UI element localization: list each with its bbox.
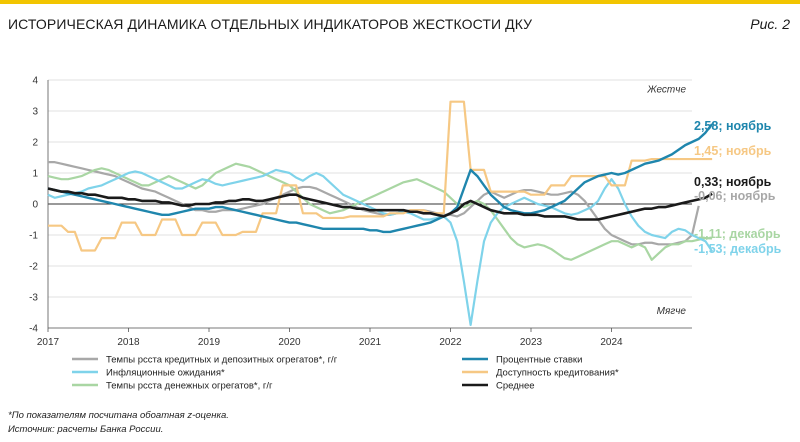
annotation-tighter: Жестче [646, 84, 686, 95]
source-note: Источник: расчеты Банка России. [8, 424, 164, 435]
x-tick-label: 2017 [37, 337, 60, 348]
legend-label: Процентные ставки [496, 355, 582, 366]
y-tick-label: 2 [32, 138, 38, 149]
legend-label: Инфляционные ожидания* [106, 368, 225, 379]
y-tick-label: 4 [32, 76, 38, 87]
x-tick-label: 2021 [359, 337, 382, 348]
series-line [47, 168, 714, 326]
legend-label: Темпы рсста кредитных и депозитных огрег… [106, 355, 338, 366]
y-tick-label: 0 [32, 200, 38, 211]
x-tick-label: 2023 [520, 337, 543, 348]
page-title: ИСТОРИЧЕСКАЯ ДИНАМИКА ОТДЕЛЬНЫХ ИНДИКАТО… [8, 16, 533, 32]
legend-label: Темпы рсста денежных огрегатов*, г/г [106, 381, 273, 392]
y-tick-label: 3 [32, 107, 38, 118]
footnote: *По показателям посчитана обоатная z-оце… [8, 410, 229, 421]
series-end-label: 1,45; ноябрь [694, 144, 772, 158]
x-tick-label: 2018 [117, 337, 140, 348]
annotation-looser: Мягче [657, 306, 687, 317]
series-end-label: -1,11; декабрь [694, 227, 781, 241]
x-tick-label: 2020 [278, 337, 301, 348]
series-end-label: 2,58; ноябрь [694, 119, 772, 133]
y-tick-label: -2 [29, 262, 38, 273]
legend-label: Среднее [496, 381, 535, 392]
x-tick-label: 2019 [198, 337, 221, 348]
x-tick-label: 2024 [600, 337, 623, 348]
y-tick-label: -1 [29, 231, 38, 242]
legend-label: Доступность кредитования* [496, 368, 619, 379]
series-line [47, 123, 714, 234]
series-line [47, 187, 713, 221]
series-end-label: -1,53; декабрь [694, 242, 782, 256]
top-accent-line [0, 0, 800, 4]
series-end-label: 0,33; ноябрь [694, 175, 772, 189]
chart: -4 -3 -2 -1 0 1 2 3 4 2017 2018 2019 2020 2021 2022 202… [29, 76, 782, 392]
y-tick-label: 1 [32, 169, 38, 180]
series-end-label: -0,06; ноябрь [694, 189, 776, 203]
x-tick-label: 2022 [439, 337, 462, 348]
y-tick-label: -3 [29, 293, 38, 304]
figure-label: Рис. 2 [750, 16, 790, 32]
y-tick-label: -4 [29, 324, 38, 335]
